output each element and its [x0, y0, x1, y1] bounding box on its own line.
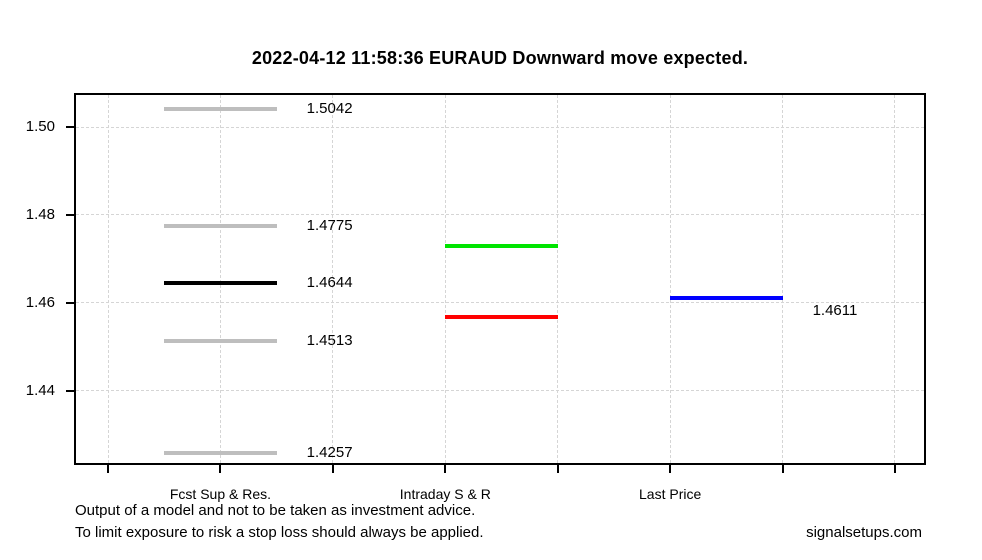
- x-axis-tick: [444, 465, 447, 473]
- y-axis-tick: [66, 126, 74, 129]
- grid-hline: [76, 302, 924, 304]
- level-line: [164, 281, 277, 286]
- y-axis-tick: [66, 213, 74, 216]
- x-axis-tick: [669, 465, 672, 473]
- grid-vline: [669, 95, 671, 463]
- level-line: [445, 244, 558, 249]
- level-line: [164, 106, 277, 111]
- x-axis-tick: [556, 465, 559, 473]
- disclaimer-line-1: Output of a model and not to be taken as…: [75, 502, 476, 519]
- grid-hline: [76, 390, 924, 392]
- grid-vline: [332, 95, 334, 463]
- level-value-label: 1.4775: [306, 216, 353, 234]
- website-label: signalsetups.com: [806, 524, 922, 541]
- grid-vline: [557, 95, 559, 463]
- grid-vline: [107, 95, 109, 463]
- level-value-label: 1.4611: [812, 301, 858, 319]
- grid-vline: [219, 95, 221, 463]
- level-line: [670, 295, 783, 300]
- level-line: [164, 451, 277, 456]
- x-axis-tick: [331, 465, 334, 473]
- x-axis-category-label: Intraday S & R: [399, 486, 491, 502]
- x-axis-category-label: Last Price: [639, 486, 702, 502]
- grid-vline: [782, 95, 784, 463]
- level-value-label: 1.5042: [306, 99, 353, 117]
- x-axis-category-label: Fcst Sup & Res.: [169, 486, 272, 502]
- y-axis-tick: [66, 389, 74, 392]
- level-line: [445, 315, 558, 320]
- grid-hline: [76, 214, 924, 216]
- level-line: [164, 223, 277, 228]
- level-value-label: 1.4513: [306, 331, 353, 349]
- grid-vline: [894, 95, 896, 463]
- y-axis-tick-label: 1.50: [25, 118, 55, 136]
- y-axis-tick: [66, 301, 74, 304]
- level-line: [164, 338, 277, 343]
- y-axis-tick-label: 1.44: [25, 381, 55, 399]
- chart-title: 2022-04-12 11:58:36 EURAUD Downward move…: [251, 48, 749, 68]
- x-axis-tick: [219, 465, 222, 473]
- disclaimer-line-2: To limit exposure to risk a stop loss sh…: [75, 524, 484, 541]
- y-axis-tick-label: 1.48: [25, 205, 55, 223]
- grid-hline: [76, 126, 924, 128]
- y-axis-tick-label: 1.46: [25, 293, 55, 311]
- grid-vline: [444, 95, 446, 463]
- plot-frame: 1.5042 1.4775 1.4644 1.4513 1.4257 1.4611: [74, 93, 926, 465]
- x-axis-tick: [107, 465, 110, 473]
- level-value-label: 1.4644: [306, 274, 353, 292]
- x-axis-tick: [893, 465, 896, 473]
- x-axis-tick: [781, 465, 784, 473]
- level-value-label: 1.4257: [306, 444, 353, 462]
